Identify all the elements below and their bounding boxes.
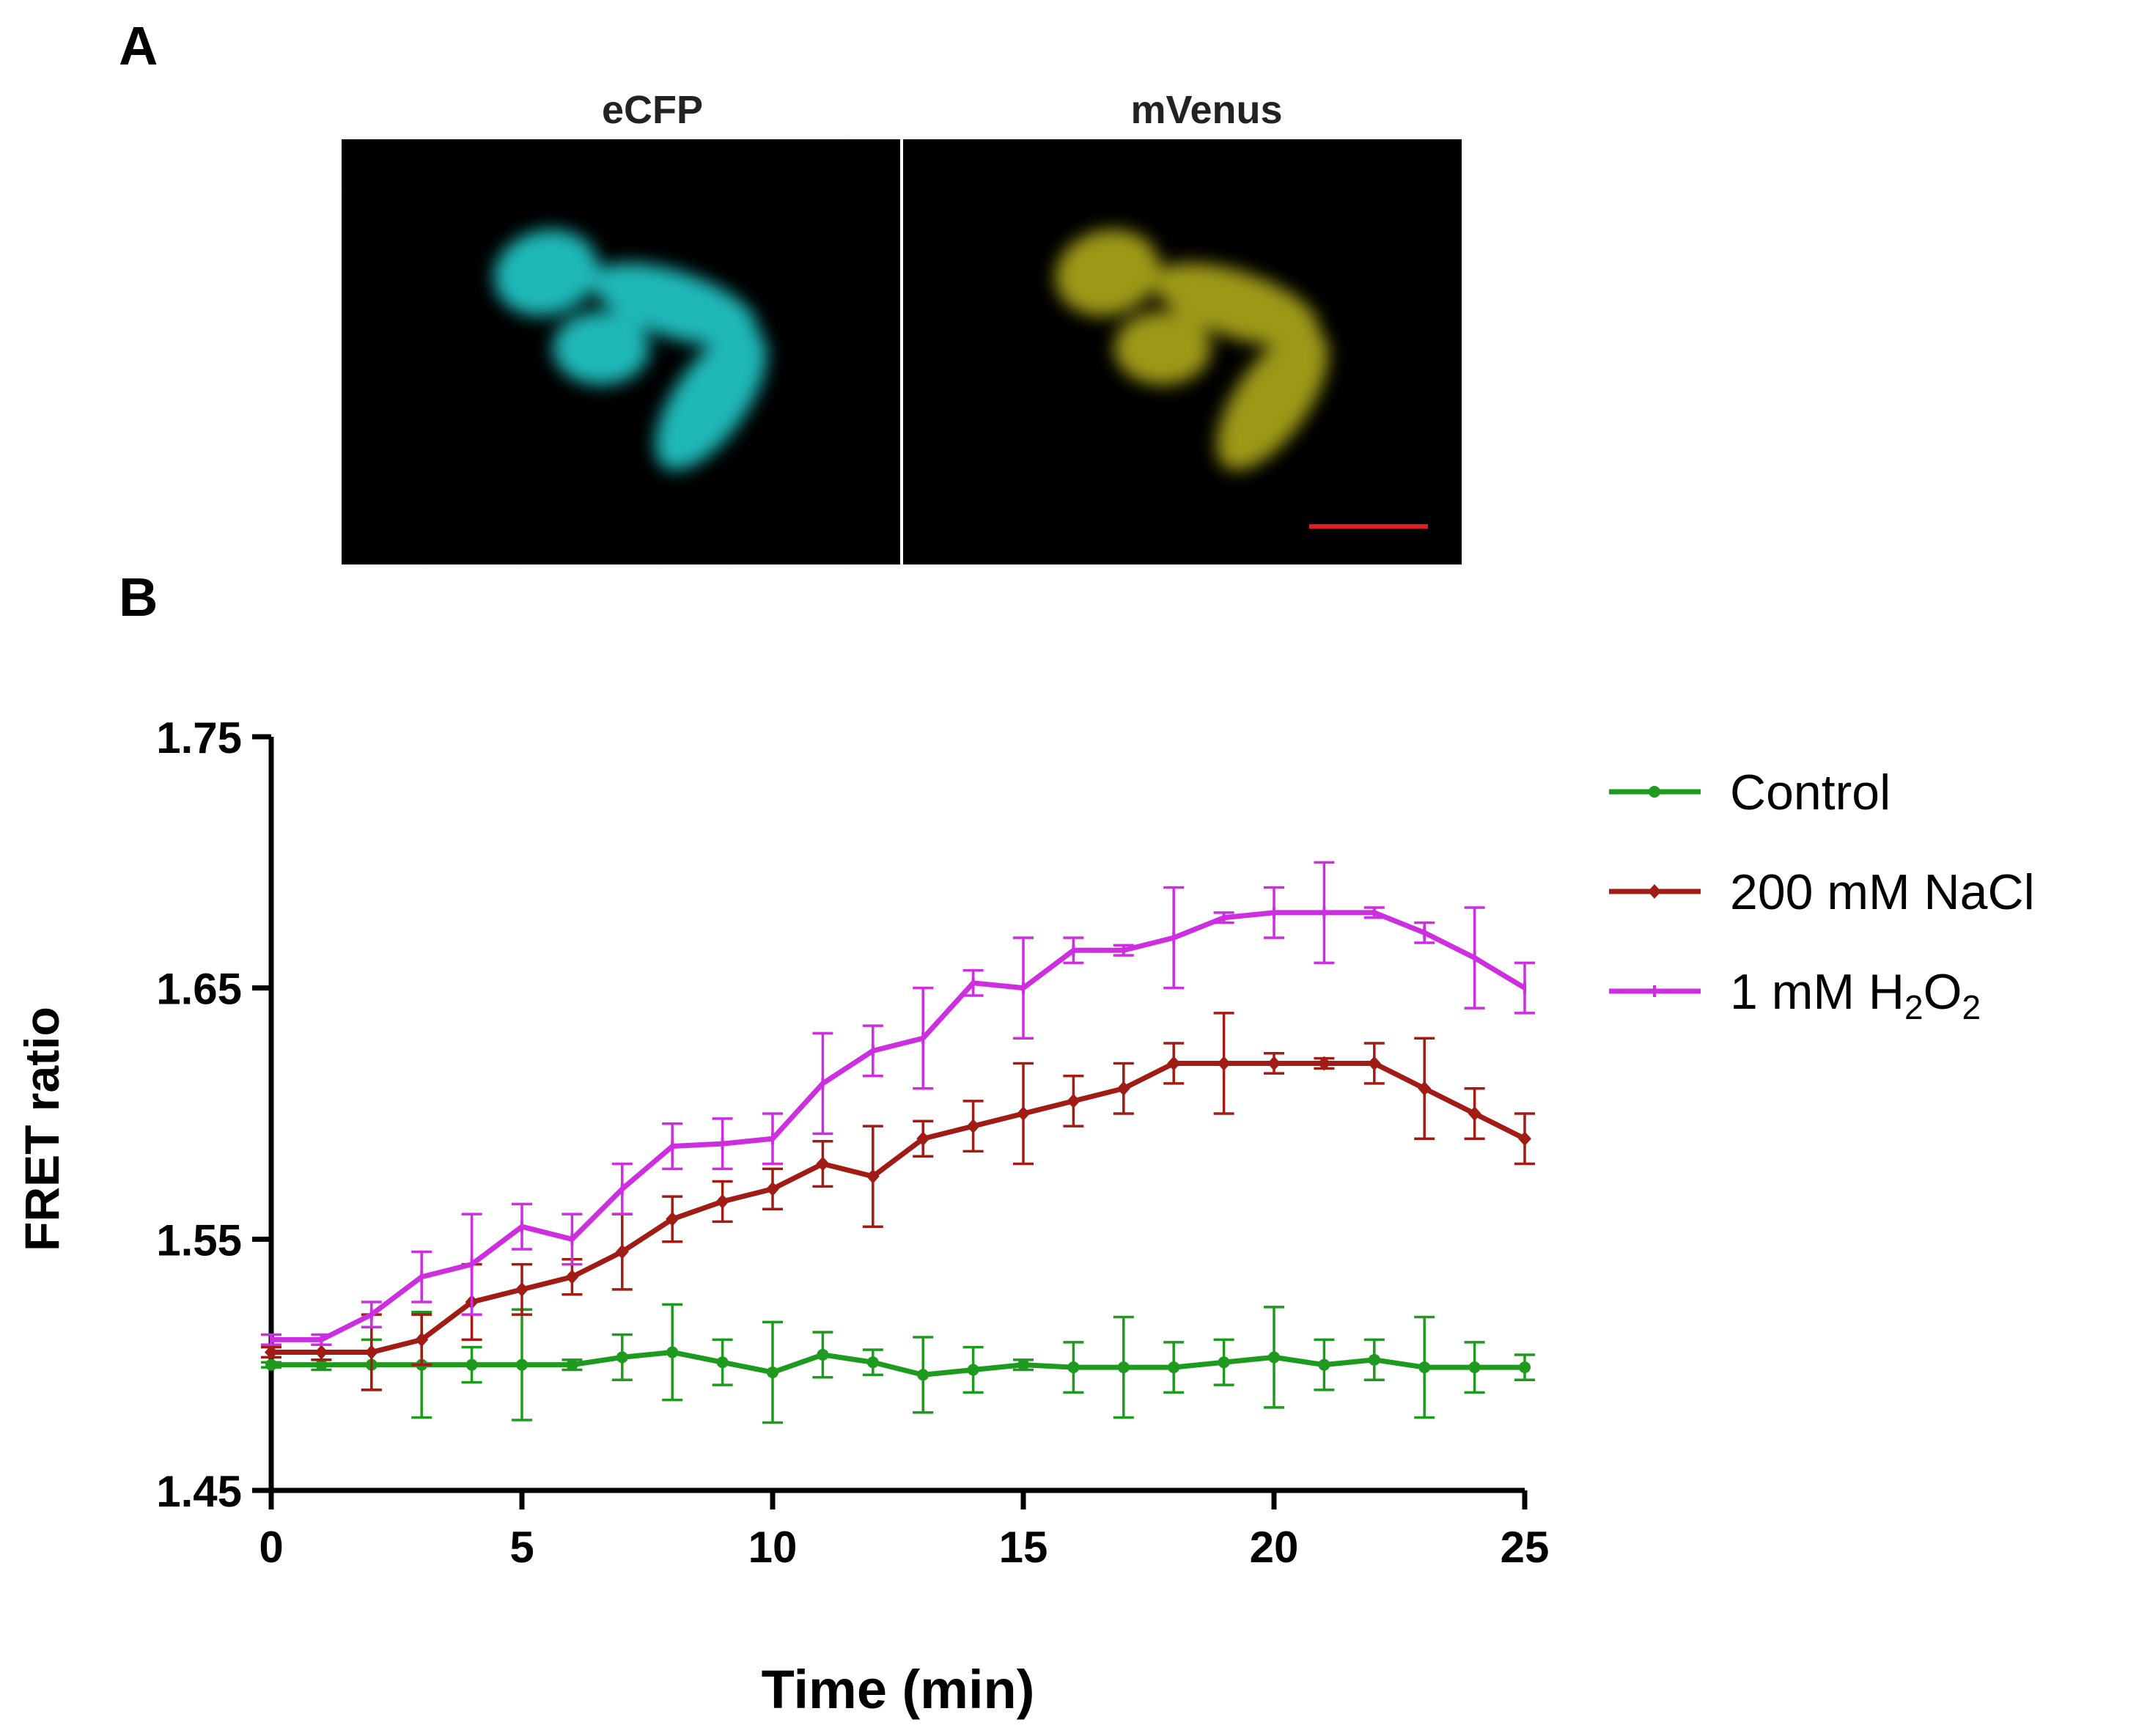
data-point <box>767 1366 778 1378</box>
data-point <box>1367 1056 1381 1071</box>
data-point <box>715 1194 729 1209</box>
data-point <box>1167 1056 1181 1071</box>
data-point <box>1468 1106 1481 1121</box>
data-point <box>916 1131 930 1147</box>
data-point <box>566 1358 578 1371</box>
data-point <box>666 1346 679 1358</box>
data-point <box>1017 1106 1030 1121</box>
data-point <box>1518 1131 1531 1147</box>
series-layer <box>261 861 1535 1424</box>
data-point <box>265 1345 278 1360</box>
data-point <box>1218 1356 1230 1369</box>
ecfp-image <box>342 139 900 564</box>
data-point <box>1168 1361 1180 1374</box>
data-point <box>967 1364 979 1376</box>
x-tick-label: 0 <box>259 1523 283 1572</box>
data-point <box>265 1358 277 1371</box>
data-point <box>515 1281 529 1297</box>
data-point <box>1317 1056 1331 1071</box>
data-point <box>1468 1361 1481 1374</box>
x-tick-label: 20 <box>1250 1523 1299 1572</box>
legend-label-part: 1 mM H <box>1730 964 1904 1020</box>
data-point <box>364 1345 378 1360</box>
data-point <box>1268 1351 1280 1364</box>
data-point <box>866 1356 879 1369</box>
panel-a-label: A <box>119 15 158 76</box>
data-point <box>1017 1358 1029 1371</box>
data-point <box>616 1351 628 1364</box>
legend-item: Control <box>1609 765 1891 820</box>
data-point <box>1648 884 1661 899</box>
data-point <box>415 1332 429 1347</box>
series-line <box>271 910 1526 1342</box>
legend-label: 1 mM H2O2 <box>1730 964 1981 1026</box>
x-axis-title: Time (min) <box>762 1659 1035 1720</box>
data-point <box>817 1348 829 1361</box>
legend-label-part: 2 <box>1904 988 1923 1026</box>
data-point <box>615 1244 629 1259</box>
axes: 1.45 1.55 1.65 1.75 0 5 10 15 20 25 <box>156 713 1549 1572</box>
legend-item: 200 mM NaCl <box>1609 864 2035 920</box>
data-point <box>1117 1361 1130 1374</box>
data-point <box>1368 1353 1380 1366</box>
data-point <box>516 1358 528 1371</box>
series-control <box>261 1303 1535 1424</box>
data-point <box>966 1119 980 1134</box>
data-point <box>1318 1358 1330 1371</box>
x-tick-label: 10 <box>748 1523 798 1572</box>
ecfp-title: eCFP <box>602 88 703 132</box>
legend-item: 1 mM H2O2 <box>1609 964 1981 1026</box>
y-tick-label: 1.55 <box>156 1215 242 1265</box>
legend-label: Control <box>1730 765 1891 820</box>
data-point <box>1649 786 1660 798</box>
legend-label-part: 2 <box>1962 988 1981 1026</box>
data-point <box>1519 1361 1531 1374</box>
data-point <box>1067 1093 1080 1108</box>
panel-b-label: B <box>119 567 158 628</box>
data-point <box>315 1358 328 1371</box>
data-point <box>816 1156 830 1172</box>
x-tick-label: 25 <box>1501 1523 1550 1572</box>
data-point <box>565 1269 579 1284</box>
data-point <box>666 1211 680 1226</box>
data-point <box>314 1345 328 1360</box>
y-tick-label: 1.45 <box>156 1467 242 1516</box>
data-point <box>1217 1056 1231 1071</box>
data-point <box>1116 1081 1130 1096</box>
series-line <box>271 1350 1525 1378</box>
data-point <box>1267 1056 1281 1071</box>
legend-label-part: O <box>1923 964 1962 1020</box>
series-1-mm-h2o2 <box>261 861 1535 1347</box>
y-axis-title: FRET ratio <box>15 1007 69 1251</box>
data-point <box>766 1181 779 1196</box>
data-point <box>1418 1081 1432 1096</box>
series-line <box>271 1060 1526 1356</box>
data-point <box>917 1369 929 1381</box>
x-tick-label: 15 <box>999 1523 1048 1572</box>
data-point <box>716 1356 729 1369</box>
y-tick-label: 1.75 <box>156 713 242 762</box>
data-point <box>465 1358 478 1371</box>
data-point <box>866 1169 880 1184</box>
data-point <box>1067 1361 1080 1374</box>
y-tick-label: 1.65 <box>156 965 242 1014</box>
mvenus-title: mVenus <box>1130 88 1282 132</box>
series-200-mm-nacl <box>261 1012 1535 1391</box>
x-tick-label: 5 <box>509 1523 534 1572</box>
mvenus-image <box>903 139 1462 564</box>
data-point <box>1418 1361 1431 1374</box>
legend-label: 200 mM NaCl <box>1730 864 2035 920</box>
